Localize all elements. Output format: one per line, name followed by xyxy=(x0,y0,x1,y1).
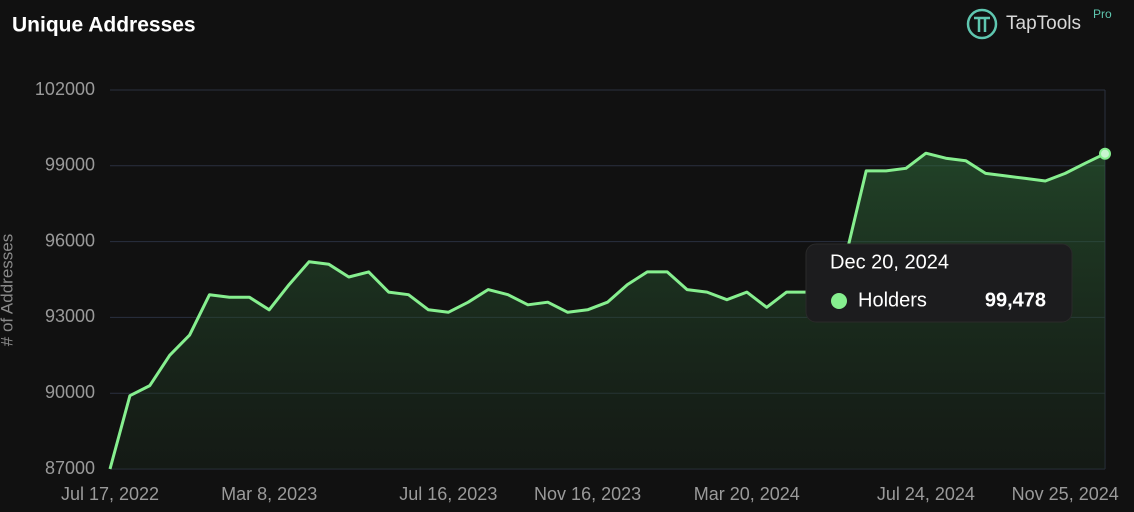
plot-area: 87000 90000 93000 96000 99000 102000 Jul 17, 2… xyxy=(35,79,1119,504)
line xyxy=(108,151,1106,470)
area xyxy=(110,153,1105,469)
point-marker xyxy=(1099,147,1111,160)
x-tick-label: Jul 17, 2022 xyxy=(61,484,159,504)
x-tick-label: Jul 24, 2024 xyxy=(877,484,975,504)
y-tick-label: 93000 xyxy=(45,306,95,326)
chart-title: Unique Addresses xyxy=(12,14,196,37)
brand-logo xyxy=(966,8,998,40)
brand-name: TapTools xyxy=(1006,13,1081,34)
y-tick-label: 90000 xyxy=(45,382,95,402)
y-tick-label: 102000 xyxy=(35,79,95,99)
brand-tag: Pro xyxy=(1093,7,1112,21)
x-tick-label: Jul 16, 2023 xyxy=(399,484,497,504)
x-tick-label: Mar 20, 2024 xyxy=(694,484,800,504)
tooltip-swatch xyxy=(831,293,847,309)
y-axis-label: # of Addresses xyxy=(0,234,16,346)
y-tick-label: 99000 xyxy=(45,155,95,175)
tooltip-series-name: Holders xyxy=(858,289,927,311)
tooltip: Dec 20, 2024 Holders 99,478 xyxy=(805,243,1073,323)
tooltip-date: Dec 20, 2024 xyxy=(830,251,949,273)
y-tick-label: 96000 xyxy=(45,230,95,250)
y-tick-label: 87000 xyxy=(45,458,95,478)
tooltip-box xyxy=(805,243,1073,323)
x-tick-label: Nov 25, 2024 xyxy=(1012,484,1119,504)
tooltip-value: 99,478 xyxy=(985,289,1046,311)
x-tick-label: Nov 16, 2023 xyxy=(534,484,641,504)
x-tick-label: Mar 8, 2023 xyxy=(221,484,317,504)
